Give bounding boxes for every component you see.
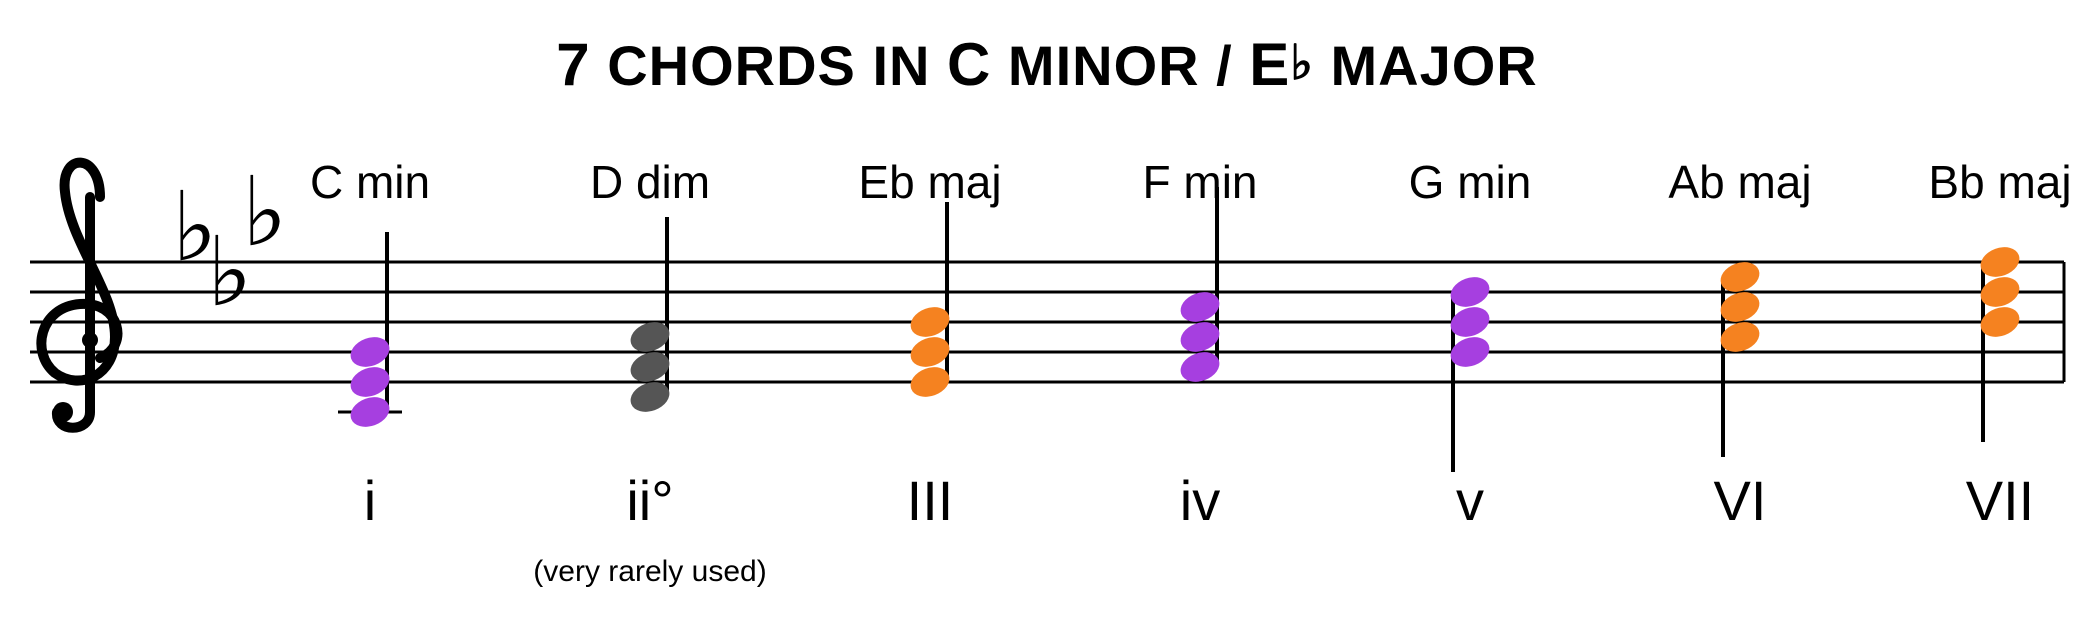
clef-dot bbox=[82, 332, 98, 348]
chord-name-label: Ab maj bbox=[1668, 155, 1811, 209]
roman-numeral-label: VII bbox=[1966, 468, 2034, 533]
roman-numeral-label: III bbox=[907, 468, 954, 533]
chord-name-label: Eb maj bbox=[858, 155, 1001, 209]
chord-name-label: F min bbox=[1143, 155, 1258, 209]
chord-name-label: D dim bbox=[590, 155, 710, 209]
treble-clef-icon bbox=[41, 163, 117, 428]
music-staff: ♭♭♭ bbox=[0, 0, 2094, 621]
roman-numeral-label: i bbox=[364, 468, 376, 533]
roman-numeral-label: iv bbox=[1180, 468, 1220, 533]
subcaption-label: (very rarely used) bbox=[533, 555, 766, 589]
roman-numeral-label: ii° bbox=[626, 468, 673, 533]
roman-numeral-label: v bbox=[1456, 468, 1484, 533]
chord-name-label: G min bbox=[1409, 155, 1532, 209]
roman-numeral-label: VI bbox=[1714, 468, 1767, 533]
flat-icon: ♭ bbox=[242, 159, 287, 266]
chord-name-label: C min bbox=[310, 155, 430, 209]
chord-name-label: Bb maj bbox=[1928, 155, 2071, 209]
clef-ball bbox=[53, 402, 73, 422]
